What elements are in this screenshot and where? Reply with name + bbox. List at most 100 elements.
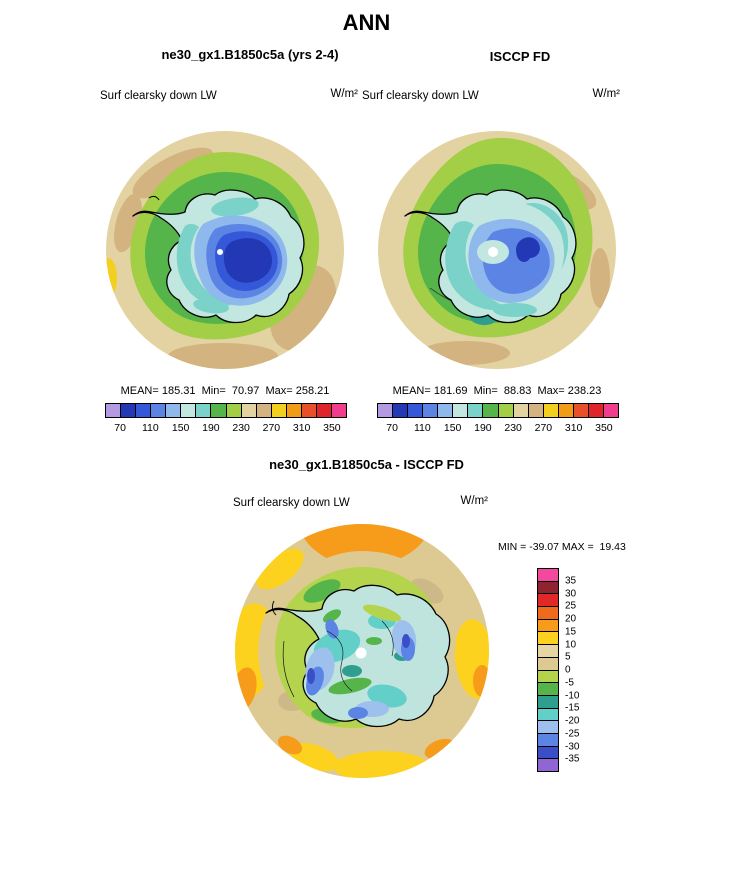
colorbar-segment [538,607,558,620]
colorbar-segment [538,657,558,671]
colorbar-segment [538,619,558,633]
colorbar-segment [538,645,558,658]
colorbar-segment [166,404,182,417]
page-title: ANN [342,10,391,35]
colorbar-segment [468,404,484,417]
colorbar-segment [241,404,257,417]
colorbar-segment [151,404,167,417]
colorbar-tick-label: 0 [565,664,571,676]
colorbar-segment [423,404,439,417]
colorbar-segment [538,594,558,608]
colorbar-segment [538,721,558,734]
colorbar-segment [331,404,346,417]
colorbar-tick-label: -20 [565,715,580,727]
colorbar-segment [483,404,499,417]
colorbar-tick-label: 70 [386,422,398,434]
colorbar-tick-label: -15 [565,702,580,714]
colorbar-segment [438,404,454,417]
colorbar-segment [538,746,558,760]
diff-panel-title: ne30_gx1.B1850c5a - ISCCP FD [269,457,464,472]
colorbar-tick-label: 270 [534,422,553,434]
model-map [103,128,347,372]
colorbar-segment [538,670,558,684]
colorbar-segment [453,404,469,417]
colorbar-segment [498,404,514,417]
colorbar-segment [181,404,197,417]
colorbar-segment [106,404,122,417]
colorbar-segment [538,569,558,582]
colorbar-segment [588,404,604,417]
colorbar-segment [538,683,558,696]
colorbar-segment [538,632,558,646]
colorbar-segment [136,404,152,417]
colorbar-tick-label: 25 [565,600,577,612]
colorbar-segment [538,708,558,722]
colorbar-tick-label: 230 [232,422,250,434]
colorbar-segment [196,404,212,417]
colorbar-tick-label: 270 [262,422,281,434]
colorbar-tick-label: 110 [142,422,159,434]
colorbar-segment [513,404,529,417]
diff-colorbar [537,568,559,772]
colorbar-tick-label: 5 [565,651,571,663]
colorbar-tick-label: 310 [292,422,311,434]
obs-panel-title: ISCCP FD [489,49,551,64]
colorbar-tick-label: 350 [595,422,613,434]
colorbar-tick-label: 190 [202,422,220,434]
colorbar-segment [301,404,317,417]
obs-colorbar [377,403,619,418]
diff-colorbar-wrap: 35 30 25 20 15 10 5 0 -5 -10 -15 -20 -25 -30 -35 [537,568,579,772]
obs-units-label: W/m² [592,88,620,100]
diff-units-label: W/m² [460,495,488,507]
diff-stats: MIN = -39.07 MAX = 19.43 [498,541,626,553]
model-field-label: Surf clearsky down LW [100,90,217,102]
colorbar-tick-label: 20 [565,613,577,625]
colorbar-tick-label: 35 [565,575,577,587]
diff-map-plot [235,524,489,778]
colorbar-tick-label: -5 [565,677,574,689]
colorbar-tick-label: 230 [504,422,522,434]
model-colorbar-ticks: 70 110 150 190 230 270 310 350 [105,422,347,436]
colorbar-segment [256,404,272,417]
model-panel-title: ne30_gx1.B1850c5a (yrs 2-4) [161,47,339,62]
obs-stats: MEAN= 181.69 Min= 88.83 Max= 238.23 [392,385,602,397]
colorbar-tick-label: 150 [171,422,190,434]
colorbar-tick-label: 310 [564,422,583,434]
colorbar-tick-label: 10 [565,639,577,650]
colorbar-segment [528,404,544,417]
colorbar-segment [538,733,558,747]
colorbar-segment [538,759,558,771]
obs-map-plot [378,131,616,369]
diff-field-label: Surf clearsky down LW [233,497,350,509]
colorbar-tick-label: 190 [474,422,492,434]
colorbar-tick-label: -35 [565,753,580,765]
colorbar-tick-label: 70 [114,422,126,434]
colorbar-segment [538,581,558,595]
colorbar-tick-label: 15 [565,626,577,638]
diff-map [232,521,492,781]
obs-field-label: Surf clearsky down LW [362,90,479,102]
colorbar-segment [538,695,558,709]
model-colorbar [105,403,347,418]
colorbar-segment [558,404,574,417]
obs-map [375,128,619,372]
colorbar-tick-label: 350 [323,422,341,434]
colorbar-tick-label: -10 [565,690,580,701]
colorbar-segment [211,404,227,417]
colorbar-segment [543,404,559,417]
colorbar-segment [603,404,618,417]
colorbar-tick-label: 110 [414,422,431,434]
colorbar-segment [271,404,287,417]
colorbar-segment [286,404,302,417]
diff-colorbar-labels: 35 30 25 20 15 10 5 0 -5 -10 -15 -20 -25 -30 -35 [565,568,595,772]
colorbar-segment [573,404,589,417]
colorbar-tick-label: 30 [565,588,577,599]
colorbar-tick-label: 150 [443,422,462,434]
colorbar-segment [121,404,137,417]
colorbar-tick-label: -30 [565,741,580,752]
model-stats: MEAN= 185.31 Min= 70.97 Max= 258.21 [120,385,330,397]
colorbar-segment [408,404,424,417]
colorbar-segment [393,404,409,417]
colorbar-segment [378,404,394,417]
